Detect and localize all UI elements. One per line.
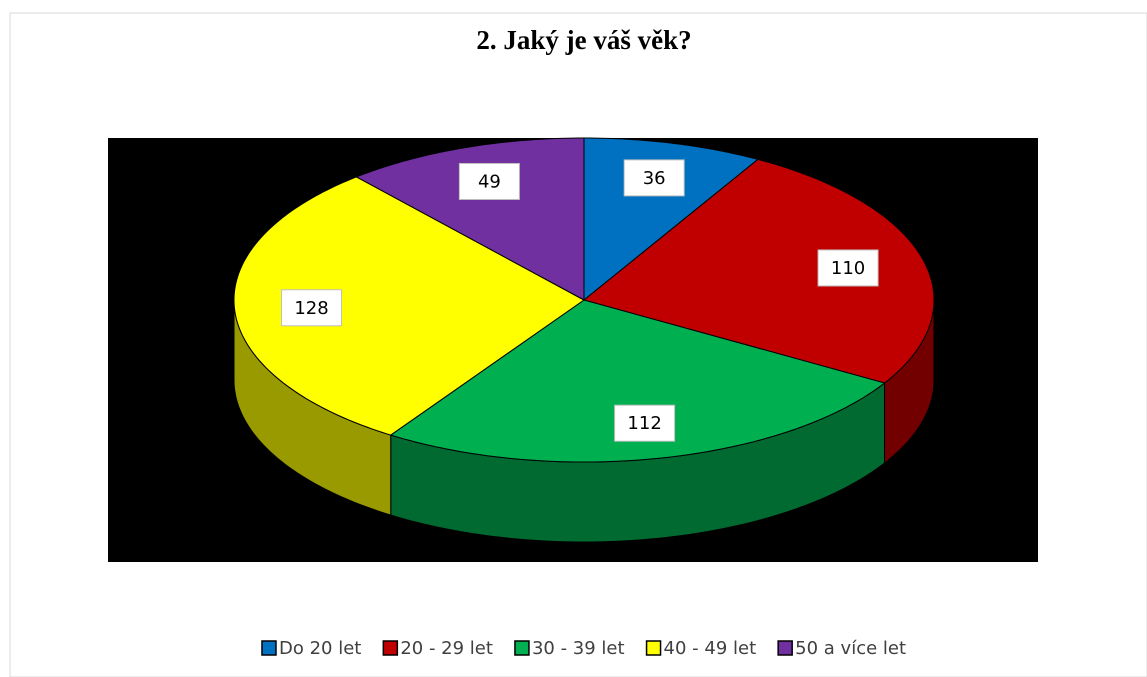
legend-swatch xyxy=(382,640,399,656)
legend-item: 20 - 29 let xyxy=(382,638,493,659)
legend-label: 30 - 39 let xyxy=(532,638,625,659)
legend-swatch xyxy=(514,640,530,656)
data-label: 49 xyxy=(478,171,501,192)
data-labels: 36 110 112 128 49 xyxy=(281,159,879,442)
data-label-box xyxy=(623,159,685,197)
data-label-box xyxy=(614,404,676,442)
legend-item: Do 20 let xyxy=(261,638,361,659)
legend-swatch xyxy=(261,640,277,656)
data-label: 36 xyxy=(643,168,666,189)
legend-label: 50 a více let xyxy=(795,638,906,659)
slice xyxy=(355,137,585,301)
chart-title: 2. Jaký je váš věk? xyxy=(476,25,691,55)
data-label: 112 xyxy=(627,413,661,434)
data-label: 110 xyxy=(831,258,865,279)
pie xyxy=(233,137,935,543)
legend-item: 40 - 49 let xyxy=(645,638,757,659)
slice xyxy=(233,176,585,436)
legend-label: 40 - 49 let xyxy=(664,638,757,659)
data-label: 128 xyxy=(294,298,328,319)
legend-item: 50 a více let xyxy=(777,638,906,659)
data-label-box xyxy=(817,249,879,287)
slice xyxy=(389,299,886,463)
slice xyxy=(582,158,935,384)
legend-swatch xyxy=(645,640,662,656)
data-label-box xyxy=(281,289,343,327)
legend-item: 30 - 39 let xyxy=(514,638,625,659)
legend: Do 20 let 20 - 29 let 30 - 39 let 40 - 49 l… xyxy=(261,638,906,659)
legend-label: Do 20 let xyxy=(279,638,361,659)
legend-swatch xyxy=(777,640,793,656)
data-label-box xyxy=(458,162,520,200)
legend-label: 20 - 29 let xyxy=(400,638,493,659)
